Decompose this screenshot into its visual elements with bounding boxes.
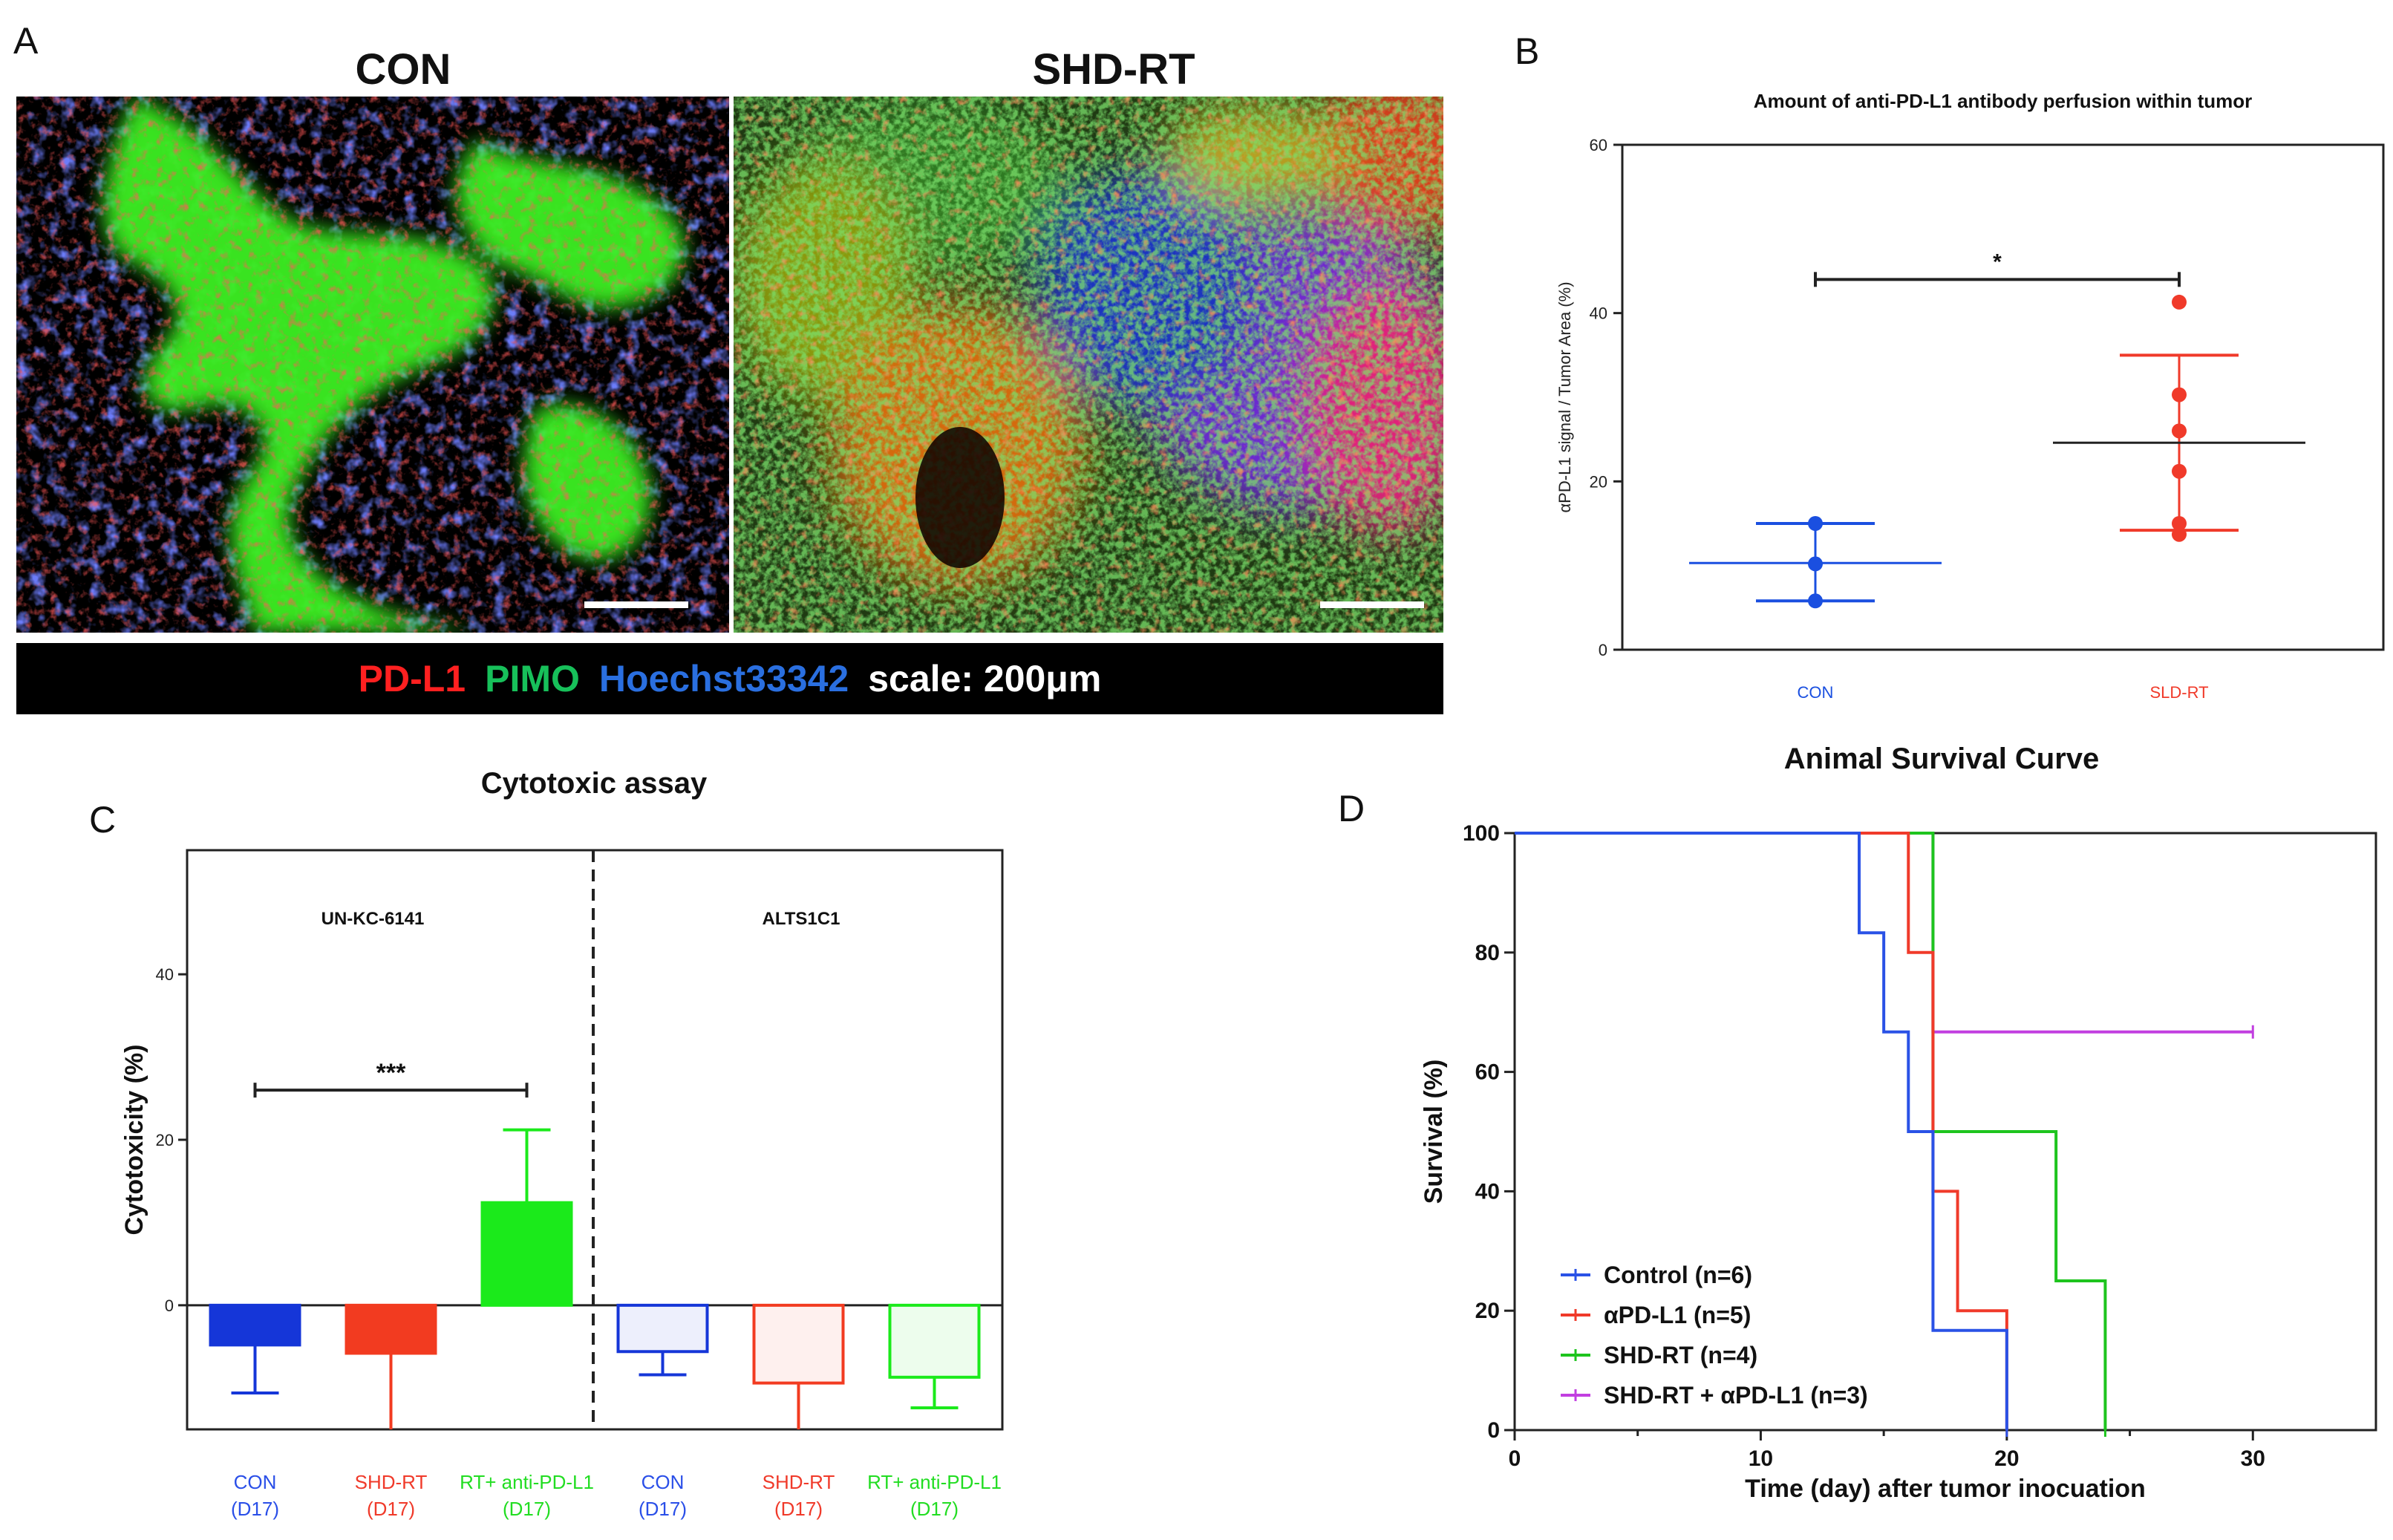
chart-b-point xyxy=(2172,463,2187,479)
chart-d-ytick-label: 80 xyxy=(1475,941,1500,965)
chart-b-ytick-label: 20 xyxy=(1590,472,1607,491)
chart-c-xtick-label: (D17) xyxy=(639,1498,687,1520)
chart-b-sig-label: * xyxy=(1993,249,2002,274)
chart-d-xlabel: Time (day) after tumor inocuation xyxy=(1745,1475,2146,1503)
chart-d-xtick-label: 30 xyxy=(2241,1446,2265,1471)
chart-c-ytick-label: 20 xyxy=(156,1131,174,1149)
chart-b-ylabel: αPD-L1 signal / Tumor Area (%) xyxy=(1555,281,1574,512)
chart-c-group-label: UN-KC-6141 xyxy=(321,909,425,929)
chart-d-ylabel: Survival (%) xyxy=(1420,1060,1448,1204)
chart-c-group-label: ALTS1C1 xyxy=(763,909,840,929)
chart-d-legend-label: SHD-RT (n=4) xyxy=(1604,1342,1757,1368)
chart-d-series-line xyxy=(1515,832,2008,1430)
chart-b-xtick-label: CON xyxy=(1798,683,1834,702)
chart-d-title: Animal Survival Curve xyxy=(1784,743,2100,775)
chart-c-bar xyxy=(616,1303,709,1354)
chart-c: Cytotoxic assay 0 20 40 Cytotoxicity (%) UN-K… xyxy=(120,767,1004,1520)
chart-c-xtick-label: SHD-RT xyxy=(355,1471,428,1493)
chart-d-ytick-label: 60 xyxy=(1475,1060,1500,1085)
chart-b-point xyxy=(2172,526,2187,542)
chart-b-frame xyxy=(1621,143,2385,651)
chart-b-ytick-label: 40 xyxy=(1590,304,1607,323)
chart-b-point xyxy=(1808,556,1823,572)
chart-c-ytick-label: 40 xyxy=(156,965,174,984)
chart-b-title: Amount of anti-PD-L1 antibody perfusion … xyxy=(1754,90,2253,112)
micrograph-shd-rt-image xyxy=(734,97,1443,633)
chart-d-ytick-label: 100 xyxy=(1463,821,1500,846)
chart-c-bar xyxy=(888,1303,981,1379)
chart-d-ytick-label: 0 xyxy=(1487,1418,1500,1443)
chart-c-ylabel: Cytotoxicity (%) xyxy=(120,1045,148,1236)
chart-b-point xyxy=(2172,516,2187,531)
chart-b-point xyxy=(2172,294,2187,310)
chart-d-xtick-label: 20 xyxy=(1994,1446,2019,1471)
chart-b-ytick-label: 60 xyxy=(1590,136,1607,154)
micro-title-shd-rt: SHD-RT xyxy=(1032,45,1195,94)
chart-b-ytick-label: 0 xyxy=(1599,641,1607,659)
chart-c-ytick-label: 0 xyxy=(165,1296,174,1315)
chart-c-bar xyxy=(480,1201,573,1307)
chart-b-point xyxy=(1808,516,1823,531)
micro-title-con: CON xyxy=(355,45,451,94)
panel-letter-b: B xyxy=(1515,30,1540,72)
micrograph-shd-rt xyxy=(734,97,1443,633)
legend-scale: scale: 200μm xyxy=(868,658,1102,699)
chart-c-title: Cytotoxic assay xyxy=(481,767,708,800)
chart-c-xtick-label: (D17) xyxy=(231,1498,279,1520)
chart-c-xtick-label: (D17) xyxy=(367,1498,415,1520)
chart-c-xtick-label: (D17) xyxy=(503,1498,551,1520)
chart-d-legend-label: αPD-L1 (n=5) xyxy=(1604,1302,1751,1328)
chart-c-sig-label: *** xyxy=(376,1059,406,1087)
panel-letter-a: A xyxy=(13,20,39,62)
chart-c-bar xyxy=(345,1303,437,1355)
chart-b-point xyxy=(2172,423,2187,439)
panel-letter-d: D xyxy=(1338,788,1365,829)
micrograph-con-image xyxy=(16,97,729,633)
legend-hoechst: Hoechst33342 xyxy=(598,658,849,699)
micrograph-con xyxy=(16,97,729,633)
chart-b-xtick-label: SLD-RT xyxy=(2149,683,2208,702)
chart-b-point xyxy=(2172,387,2187,402)
chart-c-xtick-label: RT+ anti-PD-L1 xyxy=(867,1471,1002,1493)
chart-d-xtick-label: 10 xyxy=(1749,1446,1773,1471)
chart-d: Animal Survival Curve 0 20 40 60 80 100 0 10 20 30… xyxy=(1420,743,2377,1503)
micrograph-legend: PD-L1 PIMO Hoechst33342 scale: 200μm xyxy=(16,643,1443,714)
chart-c-xtick-label: (D17) xyxy=(910,1498,959,1520)
chart-c-xtick-label: RT+ anti-PD-L1 xyxy=(460,1471,594,1493)
chart-b: Amount of anti-PD-L1 antibody perfusion … xyxy=(1555,90,2385,702)
chart-d-legend-label: SHD-RT + αPD-L1 (n=3) xyxy=(1604,1382,1868,1409)
legend-pd-l1: PD-L1 xyxy=(358,658,466,699)
chart-c-xtick-label: (D17) xyxy=(774,1498,823,1520)
chart-d-frame xyxy=(1513,832,2377,1432)
chart-d-ytick-label: 40 xyxy=(1475,1179,1500,1204)
chart-d-series-line xyxy=(1515,832,2107,1430)
chart-c-bar xyxy=(209,1303,301,1347)
chart-c-xtick-label: CON xyxy=(641,1471,685,1493)
chart-c-bar xyxy=(752,1303,845,1385)
chart-c-xtick-label: SHD-RT xyxy=(763,1471,835,1493)
legend-pimo: PIMO xyxy=(485,658,580,699)
chart-c-xtick-label: CON xyxy=(234,1471,277,1493)
chart-d-xtick-label: 0 xyxy=(1509,1446,1521,1471)
chart-b-point xyxy=(1808,593,1823,609)
chart-d-ytick-label: 20 xyxy=(1475,1299,1500,1323)
chart-d-legend-label: Control (n=6) xyxy=(1604,1262,1752,1288)
panel-letter-c: C xyxy=(89,799,117,841)
